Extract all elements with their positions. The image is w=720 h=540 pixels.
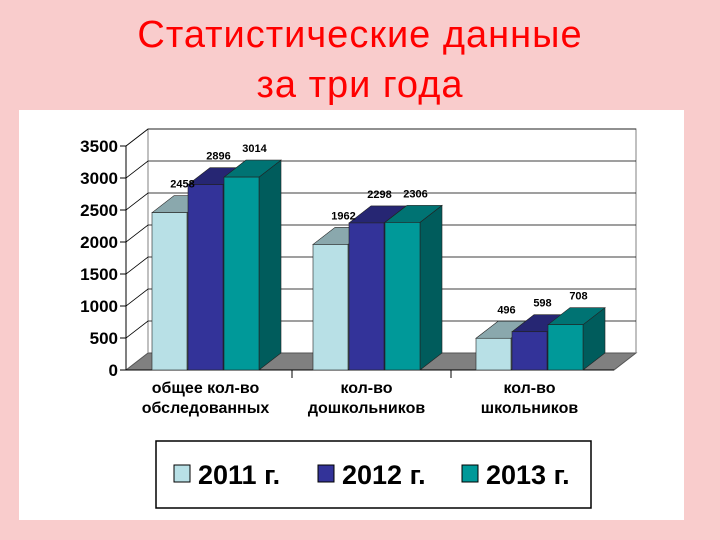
bar bbox=[223, 159, 282, 371]
gridline bbox=[125, 288, 636, 307]
data-label: 2298 bbox=[367, 189, 391, 201]
legend-swatch bbox=[317, 464, 335, 483]
category-label: кол-во bbox=[340, 380, 392, 397]
bar-side-face bbox=[258, 159, 282, 371]
y-tick-label: 3000 bbox=[80, 169, 118, 188]
data-label: 2896 bbox=[206, 151, 230, 163]
bar-front-face bbox=[475, 337, 512, 371]
category-label: кол-во bbox=[503, 380, 555, 397]
legend-swatch bbox=[173, 464, 191, 483]
data-label: 2458 bbox=[170, 179, 194, 191]
bar-front-face bbox=[223, 176, 260, 371]
gridline bbox=[125, 160, 636, 179]
chart-label-layer: 2458 2896 3014 общее кол-во обследованных 196… bbox=[142, 143, 588, 417]
bar bbox=[384, 204, 443, 371]
y-tick-label: 1000 bbox=[80, 297, 118, 316]
chart-legend-layer: 2011 г. 2012 г. 2013 г. bbox=[155, 440, 592, 509]
data-label: 1962 bbox=[331, 210, 355, 222]
slide-title: Статистические данные за три года bbox=[0, 10, 720, 110]
legend-swatch bbox=[461, 464, 479, 483]
y-tick-label: 3500 bbox=[80, 137, 118, 156]
category-label: школьников bbox=[481, 400, 579, 417]
chart-axis-layer: 0 500 1000 1500 2000 2500 3000 3500 bbox=[80, 137, 614, 380]
bar-front-face bbox=[384, 222, 421, 371]
y-tick-label: 2500 bbox=[80, 201, 118, 220]
legend-label: 2012 г. bbox=[342, 460, 426, 490]
data-label: 496 bbox=[497, 304, 515, 316]
data-label: 2306 bbox=[403, 188, 427, 200]
gridline bbox=[125, 128, 636, 147]
category-label: общее кол-во bbox=[152, 380, 260, 397]
gridline bbox=[125, 192, 636, 211]
bar-front-face bbox=[151, 212, 188, 371]
gridline bbox=[125, 224, 636, 243]
bar-side-face bbox=[419, 204, 443, 371]
data-label: 708 bbox=[569, 291, 587, 303]
legend-box bbox=[155, 440, 592, 509]
bar-front-face bbox=[511, 331, 548, 371]
chart-grid-layer bbox=[125, 128, 636, 339]
slide-title-line-2: за три года bbox=[256, 64, 464, 106]
category-label: дошкольников bbox=[308, 400, 426, 417]
bar bbox=[547, 307, 606, 371]
data-label: 3014 bbox=[242, 143, 267, 155]
y-tick-label: 0 bbox=[109, 361, 118, 380]
legend-label: 2011 г. bbox=[198, 460, 280, 490]
gridline bbox=[125, 256, 636, 275]
data-label: 598 bbox=[533, 298, 551, 310]
legend-label: 2013 г. bbox=[486, 460, 570, 490]
bar-front-face bbox=[187, 184, 224, 371]
bar-front-face bbox=[312, 244, 349, 371]
y-tick-label: 1500 bbox=[80, 265, 118, 284]
chart-bar-layer bbox=[151, 159, 606, 371]
y-tick-label: 2000 bbox=[80, 233, 118, 252]
bar-front-face bbox=[547, 324, 584, 371]
category-label: обследованных bbox=[142, 400, 270, 417]
slide-title-line-1: Статистические данные bbox=[137, 14, 583, 56]
y-tick-label: 500 bbox=[90, 329, 118, 348]
gridline bbox=[125, 320, 636, 339]
bar-front-face bbox=[348, 222, 385, 371]
